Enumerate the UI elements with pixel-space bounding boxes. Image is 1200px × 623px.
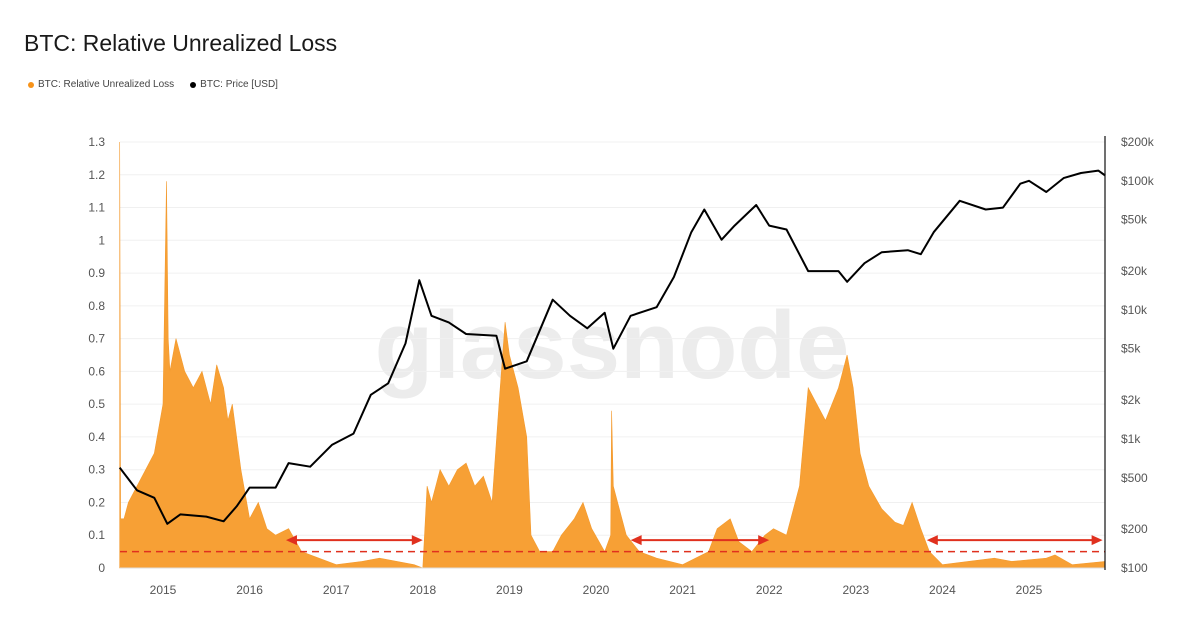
y-right-tick-label: $100 (1121, 561, 1148, 575)
y-right-tick-label: $10k (1121, 303, 1148, 317)
legend-dot-orange-icon (28, 81, 34, 88)
y-right-tick-label: $200k (1121, 135, 1155, 149)
y-right-tick-label: $500 (1121, 471, 1148, 485)
y-left-tick-label: 1.2 (88, 168, 105, 182)
y-right-tick-label: $20k (1121, 264, 1148, 278)
arrow-head-right-icon (1091, 535, 1103, 546)
y-left-tick-label: 0.8 (88, 299, 105, 313)
price-line-path (118, 169, 1106, 525)
x-tick-label: 2020 (583, 583, 610, 597)
x-tick-label: 2023 (842, 583, 869, 597)
y-left-tick-label: 1.1 (88, 201, 105, 215)
arrow-head-left-icon (926, 535, 938, 546)
arrow-head-right-icon (758, 535, 770, 546)
loss-area-path (119, 141, 1106, 569)
arrow-head-left-icon (285, 535, 297, 546)
loss-area (119, 141, 1106, 569)
y-left-tick-label: 0 (98, 561, 105, 575)
gridlines (120, 141, 1105, 536)
y-left-tick-label: 0.4 (88, 430, 105, 444)
y-right-tick-label: $5k (1121, 342, 1141, 356)
y-left-tick-label: 1 (98, 233, 105, 247)
x-tick-label: 2022 (756, 583, 783, 597)
x-tick-label: 2016 (236, 583, 263, 597)
x-tick-label: 2025 (1016, 583, 1043, 597)
y-left-tick-label: 0.3 (88, 463, 105, 477)
y-right-tick-label: $100k (1121, 174, 1155, 188)
y-left-tick-label: 0.2 (88, 495, 105, 509)
annotations (120, 535, 1105, 553)
y-left-tick-label: 1.3 (88, 135, 105, 149)
y-right-tick-label: $200 (1121, 522, 1148, 536)
y-left-tick-label: 0.7 (88, 332, 105, 346)
legend-item-price[interactable]: BTC: Price [USD] (190, 79, 278, 90)
y-right-tick-label: $1k (1121, 432, 1141, 446)
x-tick-label: 2017 (323, 583, 350, 597)
x-tick-label: 2019 (496, 583, 523, 597)
legend-label: BTC: Price [USD] (200, 79, 278, 90)
legend: BTC: Relative Unrealized Loss BTC: Price… (28, 79, 278, 90)
y-left-tick-label: 0.6 (88, 364, 105, 378)
axes: 0 0.1 0.2 0.3 0.4 0.5 0.6 0.7 0.8 0.9 1 1.1 1.2 1.3 $1… (88, 135, 1154, 597)
legend-dot-black-icon (190, 81, 197, 88)
legend-label: BTC: Relative Unrealized Loss (38, 79, 175, 90)
chart-title: BTC: Relative Unrealized Loss (24, 30, 338, 56)
y-left-tick-label: 0.5 (88, 397, 105, 411)
y-right-tick-label: $50k (1121, 213, 1148, 227)
arrow-head-right-icon (411, 535, 423, 546)
y-left-tick-label: 0.1 (88, 528, 105, 542)
x-tick-label: 2024 (929, 583, 956, 597)
y-right-tick-label: $2k (1121, 393, 1141, 407)
x-tick-label: 2021 (669, 583, 696, 597)
x-tick-label: 2018 (409, 583, 436, 597)
y-left-tick-label: 0.9 (88, 266, 105, 280)
x-tick-label: 2015 (150, 583, 177, 597)
legend-item-loss[interactable]: BTC: Relative Unrealized Loss (28, 79, 174, 90)
arrow-head-left-icon (630, 535, 642, 546)
price-line (118, 169, 1106, 525)
